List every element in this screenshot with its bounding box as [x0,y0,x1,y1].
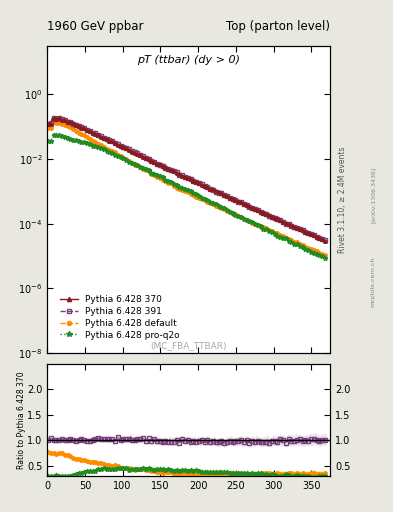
Y-axis label: Rivet 3.1.10, ≥ 2.4M events: Rivet 3.1.10, ≥ 2.4M events [338,146,347,253]
Y-axis label: Ratio to Pythia 6.428 370: Ratio to Pythia 6.428 370 [17,371,26,468]
Text: 1960 GeV ppbar: 1960 GeV ppbar [47,20,144,33]
Text: [arXiv:1306.3436]: [arXiv:1306.3436] [370,166,375,223]
Text: pT (ttbar) (dy > 0): pT (ttbar) (dy > 0) [137,55,240,66]
Text: Top (parton level): Top (parton level) [226,20,330,33]
Legend: Pythia 6.428 370, Pythia 6.428 391, Pythia 6.428 default, Pythia 6.428 pro-q2o: Pythia 6.428 370, Pythia 6.428 391, Pyth… [57,292,183,343]
Text: mcplots.cern.ch: mcplots.cern.ch [370,257,375,307]
Text: (MC_FBA_TTBAR): (MC_FBA_TTBAR) [151,341,227,350]
